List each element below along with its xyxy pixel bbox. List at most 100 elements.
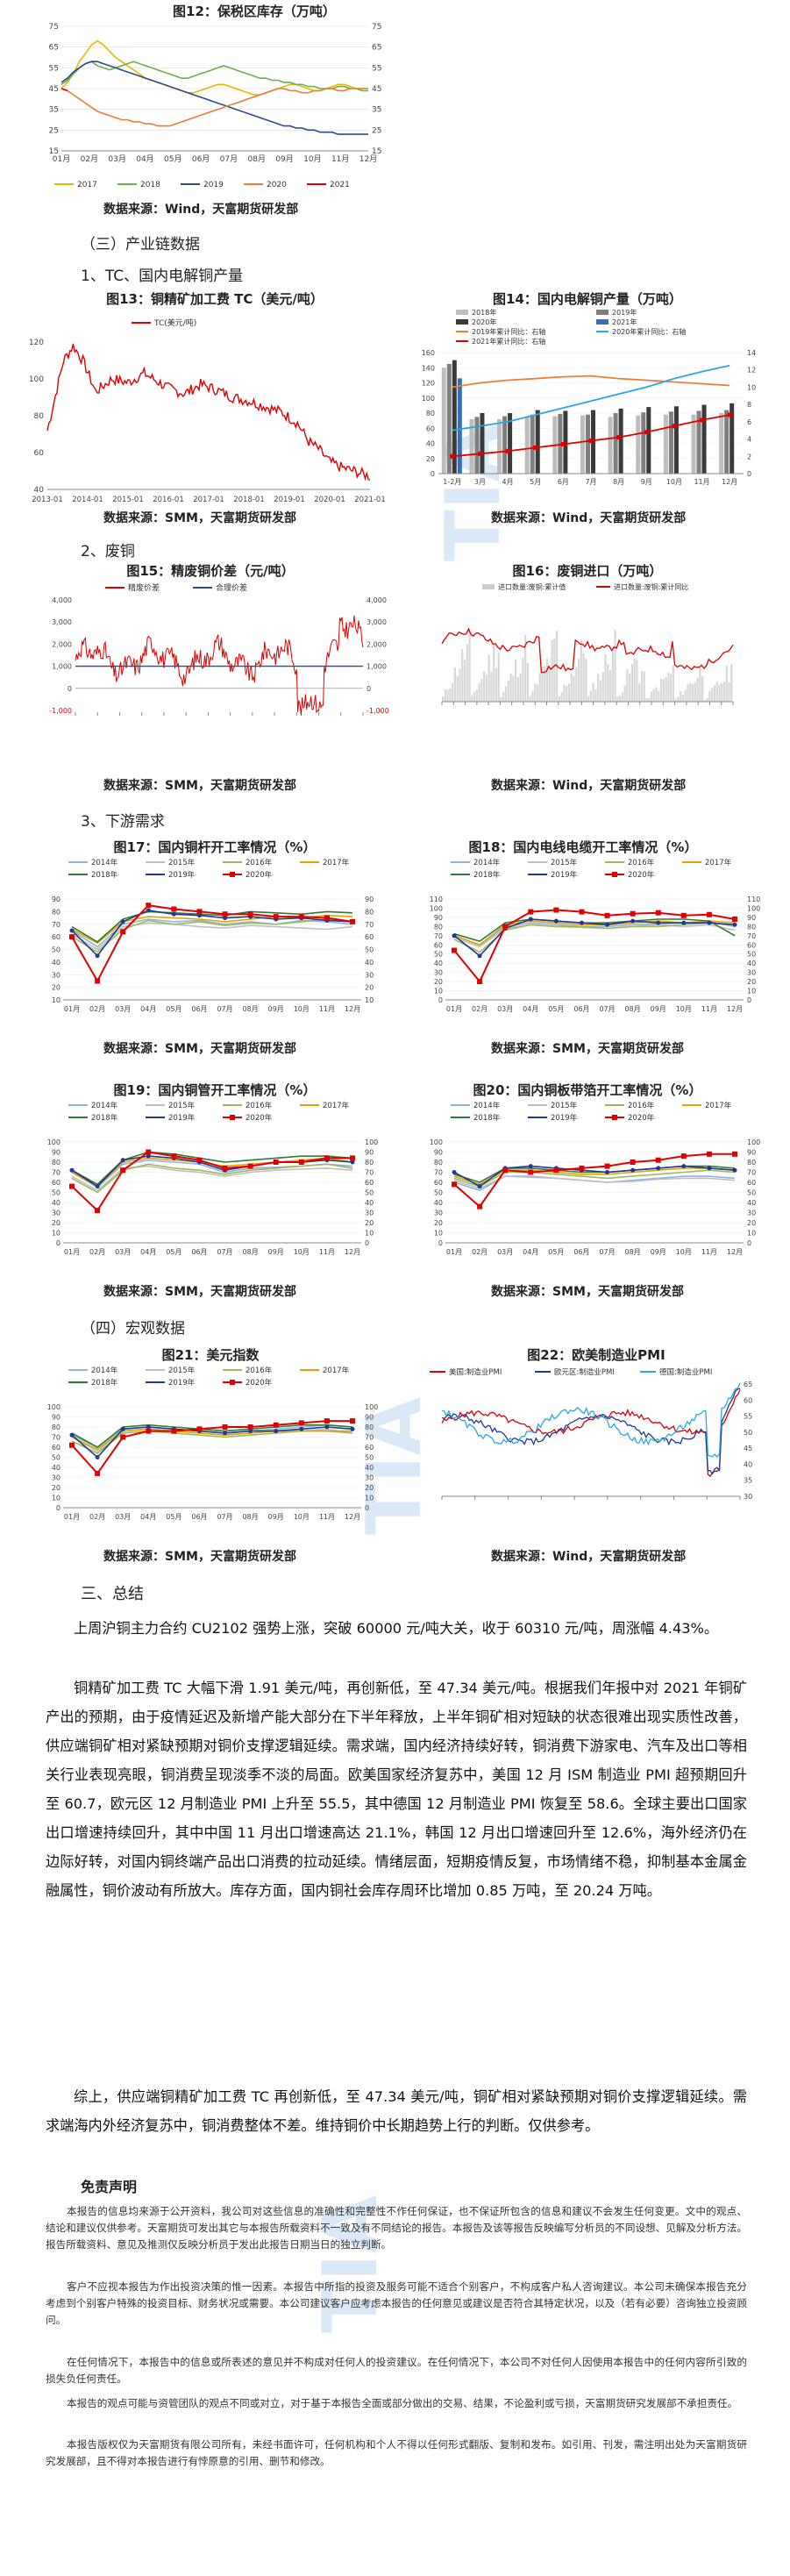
bar bbox=[641, 412, 646, 474]
x-tick-label: 2021-01 bbox=[354, 496, 386, 504]
y-tick-label-right: 50 bbox=[365, 1454, 374, 1462]
marker bbox=[171, 1428, 177, 1434]
fig14-title: 图14：国内电解铜产量（万吨） bbox=[493, 291, 682, 307]
y-tick-label: 90 bbox=[434, 914, 443, 922]
marker bbox=[298, 1420, 304, 1426]
legend-marker bbox=[612, 1115, 617, 1120]
x-tick-label: 5月 bbox=[530, 478, 541, 486]
series-line-spread bbox=[75, 615, 364, 716]
marker bbox=[604, 912, 610, 918]
bar bbox=[701, 404, 707, 474]
y-tick-label: 100 bbox=[47, 1138, 60, 1146]
bar bbox=[502, 691, 505, 702]
y-tick-label: 50 bbox=[52, 946, 60, 954]
y-tick-label: 25 bbox=[49, 126, 59, 135]
y-tick-label-right: 90 bbox=[365, 896, 374, 903]
x-tick-label: 09月 bbox=[268, 1513, 284, 1521]
y-tick-label-right: 20 bbox=[365, 1219, 374, 1227]
x-tick-label: 02月 bbox=[89, 1248, 105, 1256]
bar bbox=[441, 367, 446, 474]
x-tick-label: 01月 bbox=[53, 154, 70, 164]
legend-label: 2020年 bbox=[246, 1113, 273, 1123]
x-tick-label: 3月 bbox=[474, 478, 486, 486]
x-tick-label: 2016-01 bbox=[153, 496, 184, 504]
x-tick-label: 12月 bbox=[722, 478, 737, 486]
y-tick-label-right: 75 bbox=[372, 23, 381, 32]
bar bbox=[585, 659, 587, 702]
bar bbox=[541, 667, 544, 702]
marker bbox=[588, 439, 594, 444]
marker bbox=[656, 920, 661, 925]
x-tick-label: 04月 bbox=[523, 1248, 538, 1256]
series-line-2015年 bbox=[71, 922, 353, 951]
y-tick-label: 40 bbox=[34, 486, 45, 495]
series-line-2020年 bbox=[453, 1152, 735, 1209]
y-tick-label-right: 80 bbox=[747, 1159, 756, 1167]
legend-label: 2021年 bbox=[612, 318, 637, 326]
bar bbox=[490, 671, 493, 702]
marker bbox=[350, 918, 355, 924]
marker bbox=[732, 922, 737, 927]
fig16-title: 图16：废铜进口（万吨） bbox=[512, 563, 663, 579]
y-tick-label: 0 bbox=[56, 1504, 60, 1512]
marker bbox=[171, 906, 177, 912]
series-line-yoy bbox=[452, 364, 730, 432]
marker bbox=[69, 1183, 75, 1189]
legend-label: 2017年 bbox=[323, 858, 350, 867]
bar bbox=[553, 639, 556, 702]
marker bbox=[222, 911, 228, 917]
x-tick-label: 02月 bbox=[472, 1248, 488, 1256]
bar bbox=[660, 678, 663, 702]
marker bbox=[69, 1432, 75, 1438]
y-tick-label-right: 100 bbox=[747, 904, 760, 912]
series-line-2020年 bbox=[71, 1151, 352, 1212]
marker bbox=[196, 1426, 203, 1432]
bar bbox=[592, 682, 594, 702]
series-line-tc bbox=[46, 343, 371, 482]
legend-swatch bbox=[456, 310, 468, 315]
y-tick-label: 80 bbox=[52, 1424, 60, 1431]
y-tick-label-right: 35 bbox=[744, 1477, 752, 1485]
legend-label: 2020年累计同比：右轴 bbox=[612, 327, 686, 336]
series-line-2020 bbox=[60, 88, 368, 127]
marker bbox=[553, 907, 559, 913]
bar bbox=[558, 696, 561, 702]
marker bbox=[528, 909, 534, 915]
x-tick-label: 04月 bbox=[136, 154, 153, 164]
legend-label: 2017年 bbox=[323, 1101, 350, 1110]
y-tick-label-right: 80 bbox=[365, 1424, 374, 1431]
y-tick-label: 4,000 bbox=[52, 596, 72, 604]
y-tick-label-right: 100 bbox=[747, 1138, 760, 1146]
marker bbox=[120, 929, 126, 935]
y-tick-label-right: 50 bbox=[365, 946, 374, 954]
bar bbox=[681, 694, 685, 702]
marker bbox=[146, 908, 151, 913]
marker bbox=[533, 445, 538, 450]
fig21-title: 图21：美元指数 bbox=[161, 1347, 260, 1363]
x-tick-label: 08月 bbox=[625, 1005, 641, 1013]
marker bbox=[146, 903, 152, 909]
y-tick-label-right: 30 bbox=[365, 971, 374, 979]
bar bbox=[591, 410, 596, 474]
x-tick-label: 04月 bbox=[140, 1248, 156, 1256]
fig15-chart: 精废价差 合理价差 -1,000 -1,000 0 0 1,000 1,000 2,000 2,0… bbox=[49, 582, 389, 716]
y-tick-label: 2,000 bbox=[52, 640, 72, 648]
bar bbox=[650, 691, 653, 702]
legend-label: 2015年 bbox=[551, 858, 578, 867]
y-tick-label: 60 bbox=[52, 1444, 60, 1452]
bar bbox=[480, 679, 483, 702]
legend-label: 2018年 bbox=[91, 870, 118, 880]
legend-label: 2020年 bbox=[246, 870, 273, 880]
x-tick-label: 05月 bbox=[166, 1248, 181, 1256]
fig19-title: 图19：国内铜管开工率情况（%） bbox=[113, 1082, 317, 1098]
y-tick-label: 90 bbox=[52, 1149, 60, 1157]
y-tick-label-right: 1,000 bbox=[367, 663, 387, 671]
marker bbox=[477, 1203, 483, 1210]
x-tick-label: 05月 bbox=[164, 154, 181, 164]
legend-label: 2014年 bbox=[473, 858, 501, 867]
marker bbox=[273, 1160, 279, 1165]
y-tick-label: 10 bbox=[434, 1230, 443, 1238]
x-tick-label: 01月 bbox=[64, 1248, 80, 1256]
bar bbox=[497, 653, 500, 702]
x-tick-label: 06月 bbox=[192, 154, 210, 164]
